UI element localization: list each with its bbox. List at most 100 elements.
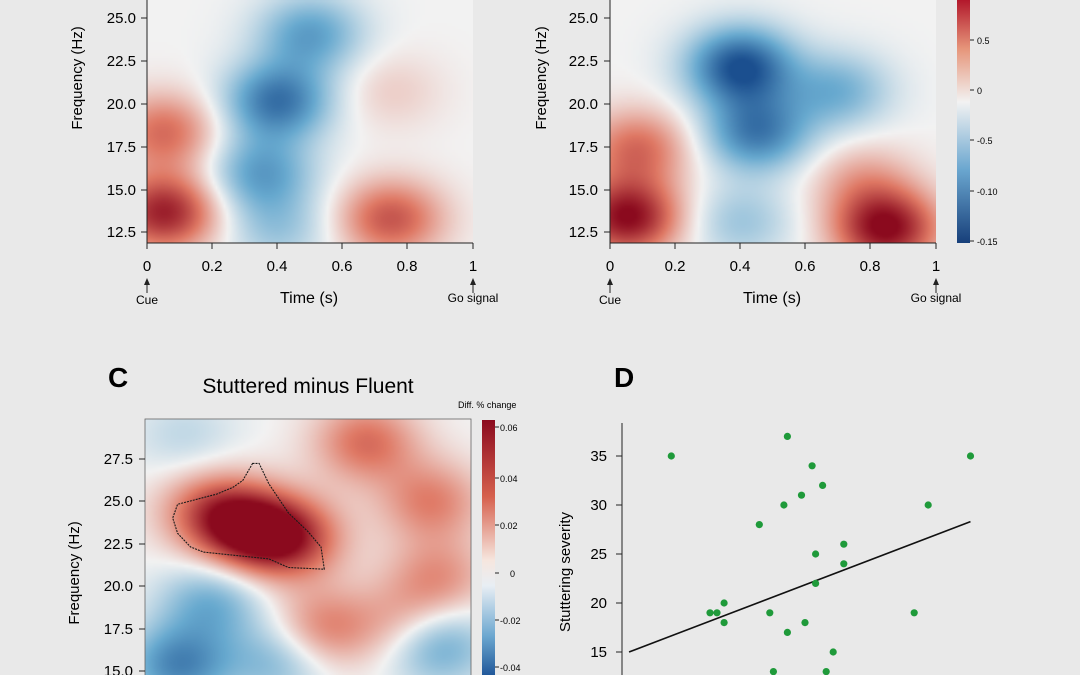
panel-c-colorbar-tick-label: 0.06 [500, 423, 518, 433]
panel-b-cue-label: Cue [599, 293, 621, 307]
panel-d-scatter-point [755, 521, 763, 529]
panel-b-y-label: Frequency (Hz) [533, 26, 550, 129]
panel-d-scatter-point [801, 619, 809, 627]
panel-d-ytick-label: 35 [590, 448, 607, 465]
panel-a-cue-arrow-icon [144, 278, 150, 293]
panel-d-ytick-label: 15 [590, 644, 607, 661]
panel-b-colorbar-ticks: 0.5 0 -0.5 -0.10 -0.15 [970, 36, 998, 247]
panel-c-colorbar [482, 420, 495, 675]
panel-d-ytick-label: 25 [590, 546, 607, 563]
panel-a: 25.0 22.5 20.0 17.5 15.0 12.5 Frequency … [69, 0, 498, 307]
panel-a-ytick-label: 17.5 [107, 139, 136, 156]
panel-a-xtick-label: 0.8 [397, 258, 418, 275]
panel-c-letter: C [108, 362, 128, 393]
panel-c-colorbar-ticks: 0.06 0.04 0.02 0 -0.02 -0.04 [495, 423, 521, 673]
panel-b-ytick-label: 12.5 [569, 224, 598, 241]
panel-d-scatter-point [910, 609, 918, 617]
panel-b-colorbar-tick-label: -0.5 [977, 136, 993, 146]
panel-d-regression-line [628, 520, 971, 653]
panel-b-ytick-label: 15.0 [569, 182, 598, 199]
panel-a-x-label: Time (s) [280, 290, 338, 307]
panel-a-xtick-label: 0.4 [267, 258, 288, 275]
panel-a-go-arrow-icon [470, 278, 476, 293]
panel-c-ytick-label: 25.0 [104, 493, 133, 510]
panel-c-ytick-label: 17.5 [104, 621, 133, 638]
panel-a-ytick-label: 20.0 [107, 96, 136, 113]
panel-b-go-arrow-icon [933, 278, 939, 293]
panel-b-heatmap [610, 0, 936, 243]
panel-d-scatter-point [780, 501, 788, 509]
panel-a-heatmap [147, 0, 473, 243]
panel-b-colorbar [957, 0, 970, 243]
panel-d-scatter-point [783, 628, 792, 637]
panel-d-scatter-point [783, 432, 792, 440]
panel-a-ytick-label: 15.0 [107, 182, 136, 199]
panel-d-y-label: Stuttering severity [557, 511, 574, 632]
panel-a-ytick-label: 25.0 [107, 10, 136, 27]
panel-b-xtick-label: 0 [606, 258, 614, 275]
panel-c-colorbar-tick-label: 0 [510, 569, 515, 579]
panel-d-scatter-point [769, 668, 777, 675]
panel-a-x-ticks: 0 0.2 0.4 0.6 0.8 1 [143, 243, 477, 275]
panel-b-ytick-label: 17.5 [569, 139, 598, 156]
panel-c-colorbar-tick-label: -0.02 [500, 616, 521, 626]
panel-b-colorbar-tick-label: 0.5 [977, 36, 990, 46]
panel-d-scatter-point [924, 501, 932, 509]
panel-b-ytick-label: 22.5 [569, 53, 598, 70]
panel-a-y-ticks: 25.0 22.5 20.0 17.5 15.0 12.5 [107, 10, 147, 241]
panel-b-xtick-label: 1 [932, 258, 940, 275]
panel-a-y-label: Frequency (Hz) [69, 26, 86, 129]
panel-c-colorbar-title: Diff. % change [458, 400, 516, 410]
panel-d-letter: D [614, 362, 634, 393]
panel-c-ytick-label: 15.0 [104, 663, 133, 675]
panel-c-plot-frame [144, 418, 472, 675]
panel-b: 25.0 22.5 20.0 17.5 15.0 12.5 Frequency … [533, 0, 998, 307]
panel-b-x-label: Time (s) [743, 290, 801, 307]
panel-b-x-ticks: 0 0.2 0.4 0.6 0.8 1 [606, 243, 940, 275]
panel-b-xtick-label: 0.2 [665, 258, 686, 275]
panel-b-go-label: Go signal [911, 291, 962, 305]
panel-a-ytick-label: 22.5 [107, 53, 136, 70]
panel-b-colorbar-tick-label: -0.10 [977, 187, 998, 197]
panel-a-xtick-label: 1 [469, 258, 477, 275]
panel-a-xtick-label: 0.2 [202, 258, 223, 275]
panel-c-title: Stuttered minus Fluent [202, 375, 413, 398]
panel-c-colorbar-tick-label: 0.02 [500, 521, 518, 531]
panel-c-ytick-label: 27.5 [104, 451, 133, 468]
panel-c: C Stuttered minus Fluent 27.5 25.0 22.5 … [66, 362, 521, 675]
panel-c-ytick-label: 22.5 [104, 536, 133, 553]
panel-a-xtick-label: 0.6 [332, 258, 353, 275]
panel-d-scatter-point [713, 609, 721, 617]
panel-b-ytick-label: 20.0 [569, 96, 598, 113]
panel-d-scatter-point [667, 452, 675, 460]
panel-a-cue-label: Cue [136, 293, 158, 307]
panel-b-ytick-label: 25.0 [569, 10, 598, 27]
panel-c-significant-cluster-outline [172, 462, 325, 570]
panel-b-colorbar-tick-label: -0.15 [977, 237, 998, 247]
panel-d-scatter-points [628, 432, 975, 675]
panel-c-y-ticks: 27.5 25.0 22.5 20.0 17.5 15.0 [104, 451, 145, 675]
panel-a-ytick-label: 12.5 [107, 224, 136, 241]
panel-b-xtick-label: 0.6 [795, 258, 816, 275]
panel-a-go-label: Go signal [448, 291, 499, 305]
panel-d-scatter-point [966, 452, 975, 460]
panel-d-scatter-point [808, 462, 816, 470]
panel-d-y-ticks: 35 30 25 20 15 [590, 448, 622, 661]
panel-b-y-ticks: 25.0 22.5 20.0 17.5 15.0 12.5 [569, 10, 610, 241]
panel-d-scatter-point [720, 599, 728, 607]
panel-c-colorbar-tick-label: 0.04 [500, 474, 518, 484]
panel-d-scatter-point [829, 648, 837, 656]
panel-d-scatter-point [840, 560, 848, 568]
panel-c-y-label: Frequency (Hz) [66, 521, 83, 624]
panel-d-scatter-point [819, 481, 827, 489]
panel-d-scatter-point [797, 491, 806, 499]
panel-b-colorbar-tick-label: 0 [977, 86, 982, 96]
panel-d-scatter-point [812, 550, 820, 558]
panel-d-scatter-point [706, 609, 714, 617]
panel-c-heatmap [145, 419, 471, 675]
panel-b-cue-arrow-icon [607, 278, 613, 293]
panel-d-scatter-point [812, 579, 820, 588]
panel-d-ytick-label: 20 [590, 595, 607, 612]
panel-d-scatter-point [720, 619, 728, 627]
